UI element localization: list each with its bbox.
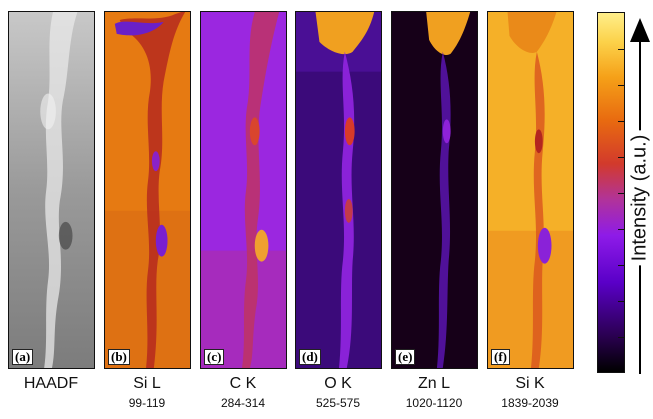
zn-l-map — [392, 12, 477, 368]
energy-range: 284-314 — [220, 396, 266, 410]
panel-haadf: (a) — [8, 11, 95, 369]
colorbar-tick — [618, 265, 624, 266]
panel-title: Si L — [133, 375, 161, 392]
panel-c-k: (c) — [200, 11, 287, 369]
panel-title: HAADF — [23, 375, 79, 392]
colorbar-tick — [618, 85, 624, 86]
panel-si-k: (f) — [487, 11, 574, 369]
panel-tag: (c) — [204, 349, 225, 365]
panel-title: Si K — [515, 375, 545, 392]
colorbar-label: Intensity (a.u.) — [628, 130, 652, 266]
colorbar-tick — [618, 157, 624, 158]
panel-tag: (b) — [108, 349, 130, 365]
panel-tag: (e) — [395, 349, 416, 365]
panel-si-l: (b) — [104, 11, 191, 369]
colorbar-tick — [618, 49, 624, 50]
panel-label-o-k: O K 525-575 — [288, 374, 388, 411]
panel-title: Zn L — [417, 375, 450, 392]
colorbar — [597, 12, 625, 373]
panel-title: O K — [324, 375, 352, 392]
colorbar-tick — [618, 193, 624, 194]
panel-label-c-k: C K 284-314 — [193, 374, 293, 411]
energy-range: 525-575 — [315, 396, 361, 410]
arrow-head-icon — [630, 18, 650, 42]
panel-o-k: (d) — [295, 11, 382, 369]
panel-tag: (d) — [299, 349, 321, 365]
panel-label-haadf: HAADF — [1, 374, 101, 395]
panel-label-zn-l: Zn L 1020-1120 — [384, 374, 484, 411]
panel-title: C K — [229, 375, 257, 392]
panel-tag: (f) — [491, 349, 510, 365]
energy-range: 1020-1120 — [405, 396, 463, 410]
colorbar-tick — [618, 229, 624, 230]
haadf-image — [9, 12, 94, 368]
colorbar-tick — [618, 121, 624, 122]
panel-label-si-k: Si K 1839-2039 — [480, 374, 580, 411]
c-k-map — [201, 12, 286, 368]
panel-tag: (a) — [12, 349, 34, 365]
energy-range: 1839-2039 — [501, 396, 559, 410]
colorbar-tick — [618, 337, 624, 338]
colorbar-tick — [618, 301, 624, 302]
panel-zn-l: (e) — [391, 11, 478, 369]
o-k-map — [296, 12, 381, 368]
si-l-map — [105, 12, 190, 368]
si-k-map — [488, 12, 573, 368]
energy-range: 99-119 — [128, 396, 166, 410]
panel-label-si-l: Si L 99-119 — [97, 374, 197, 411]
